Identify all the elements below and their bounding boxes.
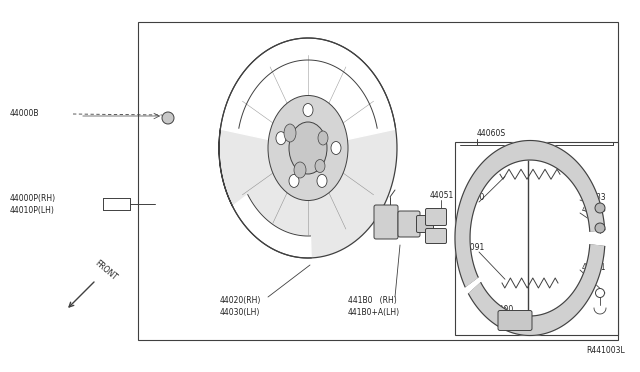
Ellipse shape — [276, 132, 286, 145]
FancyBboxPatch shape — [426, 208, 447, 225]
Text: 44051: 44051 — [430, 190, 454, 199]
Ellipse shape — [303, 103, 313, 116]
Ellipse shape — [289, 174, 299, 187]
Text: 44091: 44091 — [461, 244, 485, 253]
FancyBboxPatch shape — [426, 228, 447, 244]
Text: 440B1: 440B1 — [582, 263, 607, 273]
Ellipse shape — [595, 223, 605, 233]
Bar — [455, 142, 618, 335]
Ellipse shape — [595, 289, 605, 298]
Text: 440B3: 440B3 — [582, 193, 607, 202]
Ellipse shape — [315, 160, 325, 173]
Text: 441B0+A(LH): 441B0+A(LH) — [348, 308, 400, 317]
Ellipse shape — [162, 112, 174, 124]
Ellipse shape — [294, 162, 306, 178]
Text: 44030(LH): 44030(LH) — [220, 308, 260, 317]
Text: 44000B: 44000B — [10, 109, 40, 119]
Ellipse shape — [331, 141, 341, 154]
Ellipse shape — [268, 96, 348, 201]
Ellipse shape — [595, 203, 605, 213]
FancyBboxPatch shape — [498, 311, 532, 330]
Text: 44000P(RH): 44000P(RH) — [10, 193, 56, 202]
Polygon shape — [468, 245, 605, 336]
Text: 44200: 44200 — [490, 305, 515, 314]
Ellipse shape — [284, 124, 296, 142]
Polygon shape — [455, 141, 605, 287]
Text: 44060S: 44060S — [477, 128, 506, 138]
FancyBboxPatch shape — [398, 211, 420, 237]
Text: 44090: 44090 — [461, 193, 485, 202]
Text: 440B4: 440B4 — [582, 205, 607, 215]
Text: 44020(RH): 44020(RH) — [220, 295, 261, 305]
Bar — [138, 22, 618, 340]
Ellipse shape — [317, 174, 327, 187]
Text: 441B0   (RH): 441B0 (RH) — [348, 295, 397, 305]
Polygon shape — [216, 33, 401, 148]
FancyBboxPatch shape — [374, 205, 398, 239]
Ellipse shape — [219, 38, 397, 258]
Ellipse shape — [318, 131, 328, 145]
Text: 44010P(LH): 44010P(LH) — [10, 205, 55, 215]
Text: R441003L: R441003L — [586, 346, 625, 355]
Polygon shape — [232, 195, 311, 258]
FancyBboxPatch shape — [417, 215, 433, 232]
Text: FRONT: FRONT — [93, 258, 119, 282]
Ellipse shape — [289, 122, 327, 174]
